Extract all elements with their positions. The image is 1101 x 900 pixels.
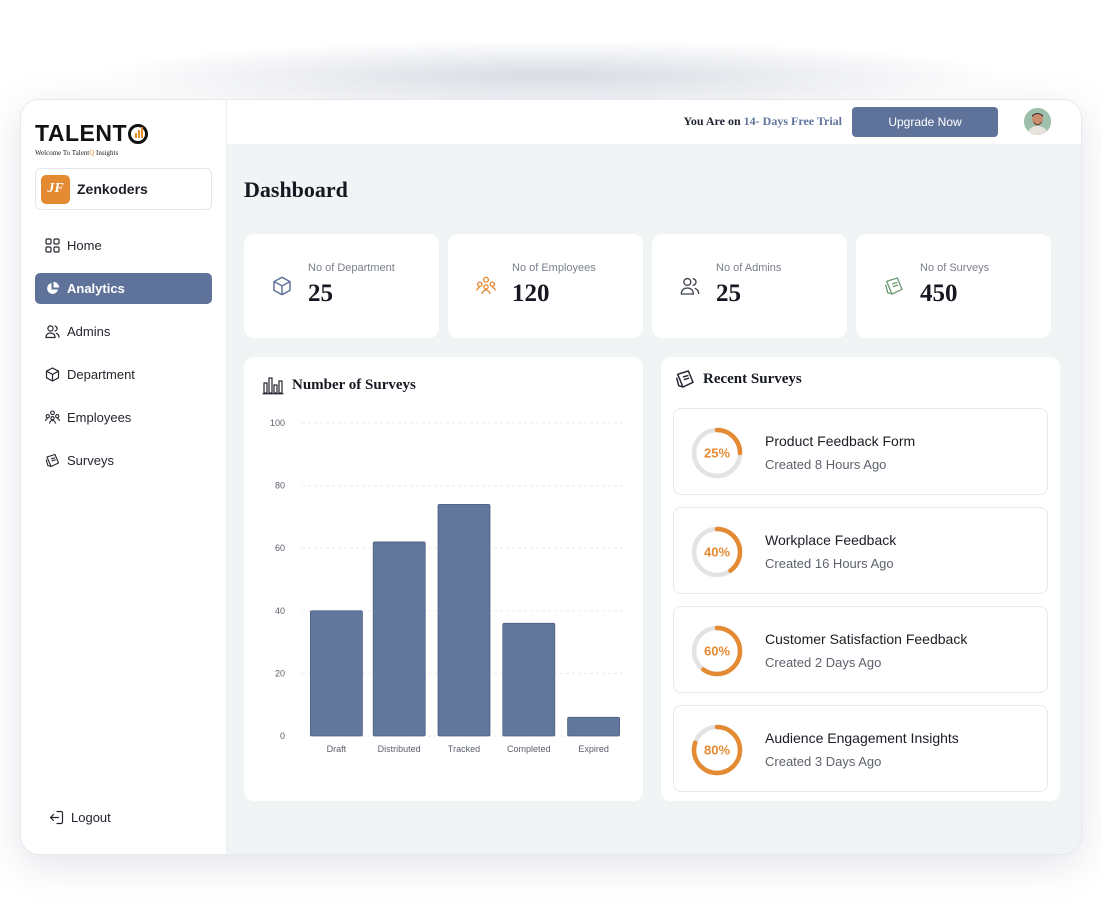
y-tick-label: 60 <box>275 543 285 553</box>
stat-label: No of Employees <box>512 262 596 274</box>
app-window: TALENT Welcome To TalentQ Insights JF Ze… <box>21 100 1081 854</box>
sidebar-item-label: Admins <box>67 324 111 339</box>
surveys-bar-chart: 100 80 60 40 20 0 Draft Distributed Tracked Compl… <box>270 418 626 754</box>
top-glow <box>90 40 1010 110</box>
survey-icon <box>44 453 60 469</box>
sidebar-item-analytics[interactable]: Analytics <box>35 273 212 304</box>
sidebar-item-label: Department <box>67 367 135 382</box>
progress-percent: 25% <box>704 446 730 461</box>
logo-q-mark <box>128 123 149 144</box>
trial-highlight: 14- Days Free Trial <box>743 114 842 128</box>
sidebar-item-department[interactable]: Department <box>35 359 212 390</box>
sidebar-item-label: Surveys <box>67 453 114 468</box>
x-tick-label: Draft <box>327 744 347 754</box>
org-avatar: JF <box>41 174 70 204</box>
bar-expired[interactable] <box>567 716 621 737</box>
y-tick-label: 80 <box>275 481 285 491</box>
surveys-chart-panel: Number of Surveys 100 80 60 40 20 0 Draft Distr… <box>244 357 643 801</box>
people-group-icon <box>44 410 60 426</box>
cube-icon <box>262 266 302 306</box>
survey-icon <box>874 266 914 306</box>
progress-ring: 25% <box>691 427 743 479</box>
sidebar-nav: Home Analytics Admins Department <box>35 230 212 488</box>
recent-survey-item[interactable]: 80% Audience Engagement Insights Created… <box>673 705 1048 792</box>
recent-surveys-panel: Recent Surveys 25% Product Feedback Form… <box>661 357 1060 801</box>
sidebar-item-admins[interactable]: Admins <box>35 316 212 347</box>
stat-card-admins: No of Admins 25 <box>652 234 847 338</box>
stat-value: 25 <box>716 280 741 307</box>
x-tick-label: Tracked <box>448 744 480 754</box>
sidebar-item-label: Analytics <box>67 281 125 296</box>
survey-name: Product Feedback Form <box>765 433 916 449</box>
progress-percent: 80% <box>704 743 730 758</box>
survey-time: Created 3 Days Ago <box>765 754 882 769</box>
progress-ring: 40% <box>691 526 743 578</box>
trial-notice: You Are on 14- Days Free Trial <box>683 114 842 128</box>
page-title: Dashboard <box>244 177 348 202</box>
stat-label: No of Surveys <box>920 262 990 274</box>
pie-chart-icon <box>44 281 60 297</box>
x-tick-label: Expired <box>578 744 609 754</box>
people-group-icon <box>466 266 506 306</box>
y-tick-label: 40 <box>275 606 285 616</box>
recent-survey-item[interactable]: 25% Product Feedback Form Created 8 Hour… <box>673 408 1048 495</box>
sidebar: TALENT Welcome To TalentQ Insights JF Ze… <box>21 100 227 854</box>
stat-card-employees: No of Employees 120 <box>448 234 643 338</box>
progress-ring: 80% <box>691 724 743 776</box>
recent-survey-item[interactable]: 60% Customer Satisfaction Feedback Creat… <box>673 606 1048 693</box>
stat-value: 450 <box>920 280 958 307</box>
grid-icon <box>44 238 60 254</box>
survey-time: Created 8 Hours Ago <box>765 457 887 472</box>
sidebar-item-employees[interactable]: Employees <box>35 402 212 433</box>
recent-surveys-title: Recent Surveys <box>675 369 802 389</box>
sidebar-item-surveys[interactable]: Surveys <box>35 445 212 476</box>
logo-text: TALENT <box>35 120 128 146</box>
logo-tagline: Welcome To TalentQ Insights <box>35 149 119 157</box>
org-name: Zenkoders <box>77 181 148 197</box>
bar-distributed[interactable] <box>372 541 426 737</box>
survey-time: Created 2 Days Ago <box>765 655 882 670</box>
users-icon <box>44 324 60 340</box>
progress-percent: 40% <box>704 545 730 560</box>
upgrade-now-button[interactable]: Upgrade Now <box>852 107 998 137</box>
chart-panel-title: Number of Surveys <box>262 375 416 395</box>
y-tick-label: 0 <box>280 731 285 741</box>
bar-tracked[interactable] <box>437 503 491 737</box>
users-icon <box>670 266 710 306</box>
sidebar-item-home[interactable]: Home <box>35 230 212 261</box>
stat-value: 120 <box>512 280 550 307</box>
survey-icon <box>675 369 695 389</box>
cube-icon <box>44 367 60 383</box>
stat-card-departments: No of Department 25 <box>244 234 439 338</box>
bar-completed[interactable] <box>502 622 556 737</box>
brand-logo[interactable]: TALENT Welcome To TalentQ Insights <box>35 120 149 157</box>
sidebar-item-label: Home <box>67 238 102 253</box>
progress-percent: 60% <box>704 644 730 659</box>
sidebar-item-label: Employees <box>67 410 132 425</box>
org-switcher[interactable]: JF Zenkoders <box>35 168 212 210</box>
progress-ring: 60% <box>691 625 743 677</box>
logout-icon <box>49 810 64 825</box>
top-bar: You Are on 14- Days Free Trial Upgrade N… <box>227 100 1081 144</box>
stat-label: No of Admins <box>716 262 782 274</box>
survey-name: Customer Satisfaction Feedback <box>765 631 968 647</box>
x-tick-label: Distributed <box>378 744 421 754</box>
y-tick-label: 20 <box>275 668 285 678</box>
user-avatar[interactable] <box>1024 108 1051 135</box>
bar-chart-icon <box>262 375 284 395</box>
bar-draft[interactable] <box>310 610 363 737</box>
stat-card-surveys: No of Surveys 450 <box>856 234 1051 338</box>
logout-button[interactable]: Logout <box>49 810 111 825</box>
stat-label: No of Department <box>308 262 395 274</box>
stat-value: 25 <box>308 280 333 307</box>
logout-label: Logout <box>71 810 111 825</box>
y-tick-label: 100 <box>270 418 285 428</box>
survey-name: Workplace Feedback <box>765 532 897 548</box>
x-tick-label: Completed <box>507 744 551 754</box>
survey-name: Audience Engagement Insights <box>765 730 959 746</box>
survey-time: Created 16 Hours Ago <box>765 556 894 571</box>
recent-survey-item[interactable]: 40% Workplace Feedback Created 16 Hours … <box>673 507 1048 594</box>
